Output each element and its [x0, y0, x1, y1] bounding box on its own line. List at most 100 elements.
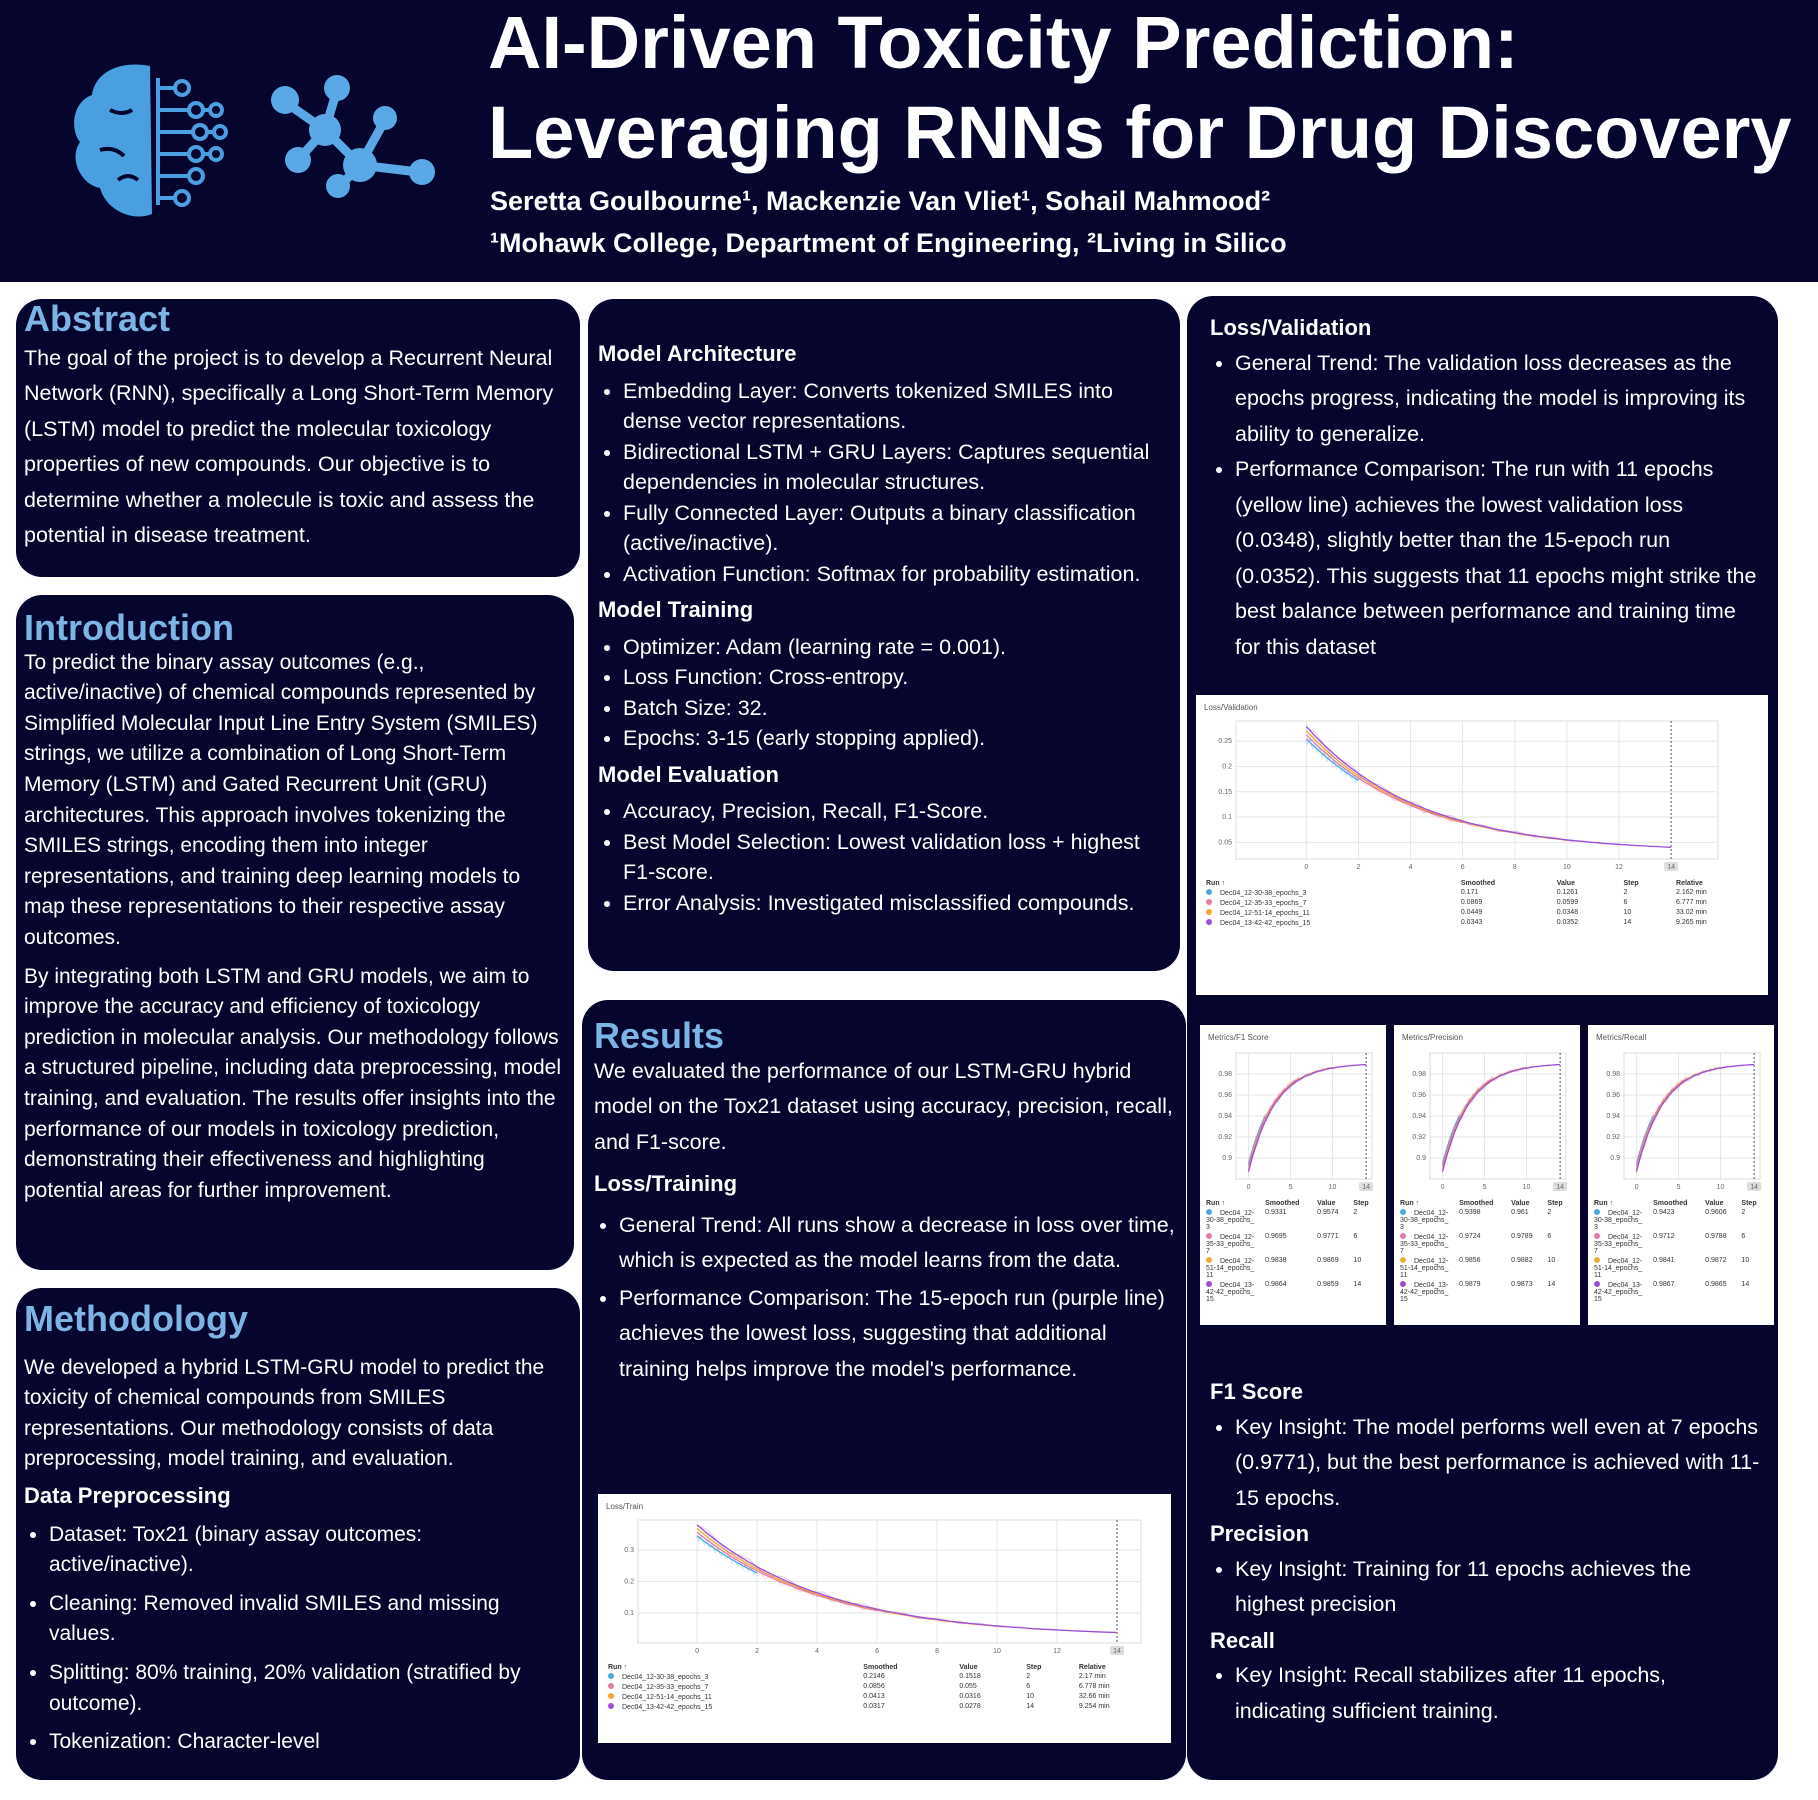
table-cell: 14	[1022, 1702, 1075, 1712]
table-row: Dec04_13-42-42_epochs_15 0.9879 0.9873 14	[1396, 1280, 1572, 1304]
column-header: Smoothed	[863, 1664, 898, 1671]
cell-text: 0.9864	[1265, 1281, 1287, 1288]
table-cell: 0.9864	[1261, 1280, 1313, 1304]
run-color	[1594, 1257, 1600, 1263]
table-cell: Dec04_12-30-38_epochs_3	[604, 1672, 859, 1682]
table-cell: Dec04_12-51-14_epochs_11	[1590, 1256, 1649, 1280]
cell-text: 0.9872	[1705, 1257, 1727, 1264]
smoothed-curve	[1247, 1063, 1367, 1172]
table-cell: 10	[1619, 908, 1672, 918]
bullet-item: Key Insight: Recall stabilizes after 11 …	[1235, 1658, 1760, 1729]
y-tick-label: 0.9	[1416, 1155, 1426, 1162]
table-cell: Dec04_13-42-42_epochs_15	[604, 1702, 859, 1712]
cell-text: 0.9869	[1317, 1257, 1339, 1264]
table-cell: 6.777 min	[1672, 898, 1760, 908]
loss-validation-text: Loss/Validation General Trend: The valida…	[1210, 310, 1760, 665]
cell-text: 10	[1547, 1257, 1556, 1264]
table-row: Dec04_12-51-14_epochs_11 0.9838 0.9869 10	[1202, 1256, 1378, 1280]
table-cell: 14	[1619, 918, 1672, 928]
x-tick-label: 5	[1483, 1184, 1487, 1191]
bullet-item: General Trend: The validation loss decre…	[1235, 346, 1760, 453]
table-cell: 0.9856	[1455, 1256, 1507, 1280]
bullet-item: Error Analysis: Investigated misclassifi…	[623, 888, 1170, 919]
table-row: Dec04_12-51-14_epochs_11 0.0449 0.0348 10 33…	[1202, 908, 1760, 918]
table-cell: 14	[1737, 1280, 1766, 1304]
run-color	[608, 1673, 614, 1679]
table-cell: Dec04_12-51-14_epochs_11	[1396, 1256, 1455, 1280]
table-cell: 2	[1349, 1208, 1378, 1232]
cell-text: 0.9841	[1653, 1257, 1675, 1264]
cell-text: 9.254 min	[1078, 1703, 1110, 1710]
table-cell: 10	[1349, 1256, 1378, 1280]
table-cell: 33.02 min	[1672, 908, 1760, 918]
raw-curve	[1636, 1075, 1688, 1170]
x-tick-label: 0	[1304, 864, 1308, 871]
run-color	[1206, 1281, 1212, 1287]
step-marker-label: 14	[1556, 1184, 1564, 1191]
run-color	[608, 1693, 614, 1699]
table-cell: Dec04_13-42-42_epochs_15	[1202, 1280, 1261, 1304]
smoothed-curve	[696, 1528, 998, 1627]
step-badge	[1359, 1182, 1374, 1191]
bullet-list: Key Insight: The model performs well eve…	[1210, 1410, 1760, 1517]
smoothed-curve	[1305, 726, 1672, 848]
cell-text: Dec04_12-35-33_epochs_7	[1400, 1234, 1449, 1255]
table-row: Dec04_12-51-14_epochs_11 0.9856 0.9882 10	[1396, 1256, 1572, 1280]
smoothed-curve	[1305, 730, 1567, 841]
step-marker-label: 14	[1750, 1184, 1758, 1191]
cell-text: 14	[1623, 919, 1632, 926]
cell-text: Dec04_12-30-38_epochs_3	[622, 1674, 709, 1681]
cell-text: Dec04_13-42-42_epochs_15	[1400, 1282, 1449, 1303]
subheading: Loss/Validation	[1210, 315, 1372, 340]
run-color	[1594, 1281, 1600, 1287]
bullet-item: Key Insight: The model performs well eve…	[1235, 1410, 1760, 1517]
results-text: We evaluated the performance of our LSTM…	[594, 1058, 1173, 1154]
table-cell: 6	[1022, 1682, 1075, 1692]
y-tick-label: 0.05	[1218, 839, 1232, 846]
y-tick-label: 0.2	[624, 1579, 634, 1586]
cell-text: Dec04_12-30-38_epochs_3	[1206, 1210, 1255, 1231]
table-header: Run ↑ Smoothed Value Step	[1590, 1199, 1766, 1208]
table-cell: 6	[1737, 1232, 1766, 1256]
table-cell: Dec04_12-51-14_epochs_11	[1202, 908, 1457, 918]
y-tick-label: 0.98	[1606, 1071, 1620, 1078]
cell-text: 0.9724	[1459, 1233, 1481, 1240]
brain-icon	[74, 64, 228, 217]
cell-text: Dec04_12-51-14_epochs_11	[1206, 1258, 1255, 1279]
bullet-item: Accuracy, Precision, Recall, F1-Score.	[623, 796, 1170, 827]
table-cell: 0.0869	[1457, 898, 1553, 908]
table-cell: 0.171	[1457, 888, 1553, 898]
cell-text: 0.9789	[1511, 1233, 1533, 1240]
x-tick-label: 6	[1461, 864, 1465, 871]
chart-plot: 0.9 0.92 0.94 0.96 0.98 0 5 10 14	[1606, 1052, 1762, 1191]
plot-frame	[1235, 720, 1719, 860]
bullet-list: Embedding Layer: Converts tokenized SMIL…	[598, 376, 1170, 590]
molecule-icon	[271, 75, 435, 198]
cell-text: 33.02 min	[1676, 909, 1707, 916]
cell-text: 0.0856	[863, 1683, 885, 1690]
table-row: Dec04_12-30-38_epochs_3 0.2146 0.1518 2 2.17…	[604, 1672, 1163, 1682]
table-cell: 0.9398	[1455, 1208, 1507, 1232]
y-tick-label: 0.15	[1218, 789, 1232, 796]
column-header: Value	[1317, 1200, 1336, 1207]
y-tick-label: 0.94	[1606, 1113, 1620, 1120]
section-heading: Methodology	[24, 1298, 248, 1339]
smoothed-curve	[1441, 1077, 1494, 1167]
intro-paragraph: To predict the binary assay outcomes (e.…	[24, 650, 538, 949]
bullet-item: Dataset: Tox21 (binary assay outcomes: a…	[49, 1520, 568, 1581]
x-tick-label: 10	[1563, 864, 1571, 871]
cell-text: 0.2146	[863, 1673, 885, 1680]
cell-text: 0.961	[1511, 1209, 1529, 1216]
cell-text: Dec04_12-30-38_epochs_3	[1400, 1210, 1449, 1231]
table-cell: 0.9867	[1649, 1280, 1701, 1304]
header: AI-Driven Toxicity Prediction: Leveragin…	[0, 0, 1818, 282]
subheading: Model Training	[598, 597, 754, 622]
x-tick-label: 2	[1357, 864, 1361, 871]
run-table: Run ↑ Smoothed Value Step Dec04_12-30-38_epo…	[1590, 1199, 1766, 1304]
table-cell: Dec04_12-35-33_epochs_7	[1202, 1232, 1261, 1256]
table-cell: Dec04_12-30-38_epochs_3	[1202, 888, 1457, 898]
cell-text: 0.9867	[1653, 1281, 1675, 1288]
table-row: Dec04_13-42-42_epochs_15 0.0317 0.0278 14 9.…	[604, 1702, 1163, 1712]
table-cell: 0.9872	[1701, 1256, 1737, 1280]
